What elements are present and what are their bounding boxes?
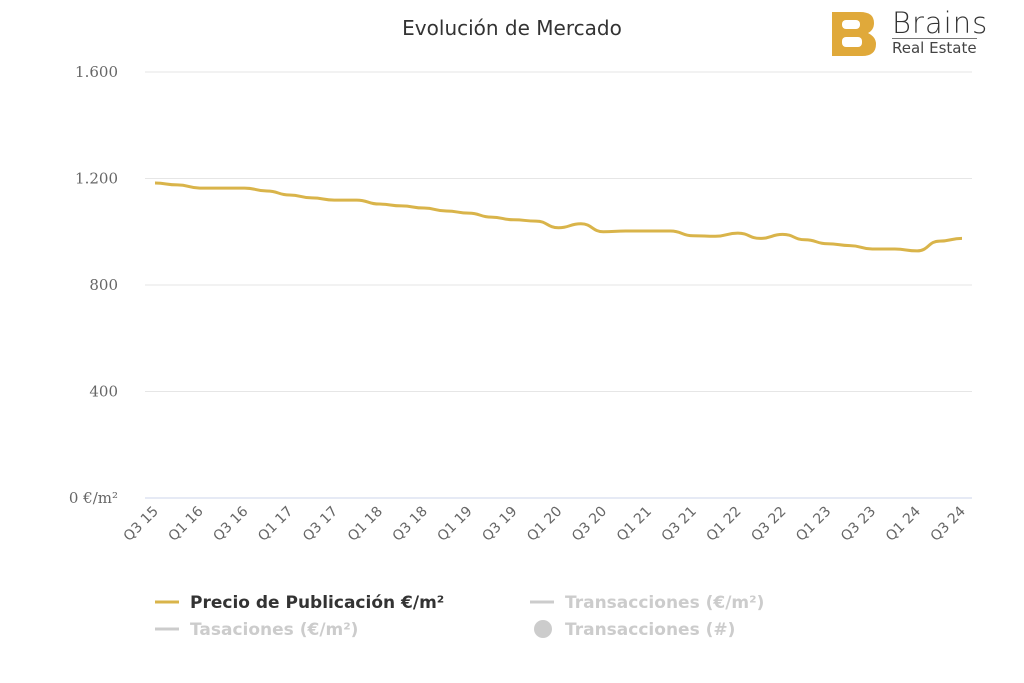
logo-b-icon <box>832 12 876 56</box>
x-tick-label: Q3 17 <box>300 504 341 545</box>
x-tick-label: Q3 16 <box>210 503 251 544</box>
data-point <box>956 232 968 244</box>
data-point <box>239 182 251 194</box>
data-point <box>508 214 520 226</box>
x-tick-label: Q3 24 <box>928 503 969 544</box>
data-point <box>149 177 161 189</box>
data-point <box>575 218 587 230</box>
data-point <box>687 230 699 242</box>
x-tick-label: Q1 23 <box>793 504 834 545</box>
data-point <box>194 182 206 194</box>
data-point <box>866 243 878 255</box>
legend-label: Tasaciones (€/m²) <box>190 620 358 640</box>
data-point <box>485 211 497 223</box>
legend-label: Precio de Publicación €/m² <box>190 593 444 613</box>
x-tick-label: Q1 21 <box>614 504 655 545</box>
x-tick-label: Q1 16 <box>166 503 207 544</box>
data-point <box>597 226 609 238</box>
data-point <box>822 238 834 250</box>
legend-item[interactable]: Precio de Publicación €/m² <box>155 593 444 613</box>
data-point <box>889 243 901 255</box>
brains-logo: Brains Real Estate <box>830 6 1015 57</box>
chart-title: Evolución de Mercado <box>402 16 622 40</box>
data-point <box>306 192 318 204</box>
legend-label: Transacciones (#) <box>565 620 735 640</box>
data-point <box>463 207 475 219</box>
data-point <box>732 227 744 239</box>
x-tick-label: Q3 22 <box>748 504 789 545</box>
data-point <box>642 225 654 237</box>
data-point <box>665 225 677 237</box>
x-tick-label: Q3 15 <box>121 504 162 545</box>
data-point <box>934 235 946 247</box>
logo-brand-subtitle: Real Estate <box>892 38 977 57</box>
y-tick-label: 1.200 <box>75 170 118 188</box>
legend-item[interactable]: Transacciones (€/m²) <box>530 593 764 613</box>
y-tick-label: 0 €/m² <box>69 489 118 507</box>
x-tick-label: Q1 20 <box>524 504 565 545</box>
x-tick-label: Q1 18 <box>345 504 386 545</box>
legend-label: Transacciones (€/m²) <box>565 593 764 613</box>
data-point <box>777 228 789 240</box>
data-point <box>351 194 363 206</box>
x-tick-label: Q1 24 <box>883 503 924 544</box>
legend-circle-icon <box>534 620 552 638</box>
y-tick-label: 400 <box>89 383 118 401</box>
data-point <box>216 182 228 194</box>
data-point <box>261 185 273 197</box>
data-point <box>530 215 542 227</box>
x-tick-label: Q1 19 <box>435 504 476 545</box>
y-tick-label: 800 <box>89 276 118 294</box>
data-point <box>440 205 452 217</box>
x-tick-label: Q3 23 <box>838 504 879 545</box>
x-tick-label: Q1 22 <box>704 504 745 545</box>
data-point <box>754 232 766 244</box>
data-point <box>911 245 923 257</box>
data-point <box>284 189 296 201</box>
data-point <box>553 222 565 234</box>
data-point <box>171 179 183 191</box>
data-point <box>620 225 632 237</box>
x-tick-label: Q3 20 <box>569 504 610 545</box>
data-point <box>373 198 385 210</box>
x-tick-label: Q1 17 <box>255 504 296 545</box>
x-tick-label: Q3 18 <box>390 504 431 545</box>
y-tick-label: 1.600 <box>75 63 118 81</box>
series-line-precio <box>154 181 963 253</box>
data-point <box>709 230 721 242</box>
data-point <box>418 202 430 214</box>
legend-item[interactable]: Transacciones (#) <box>534 620 735 640</box>
x-tick-label: Q3 19 <box>479 504 520 545</box>
data-point <box>396 200 408 212</box>
logo-brand-name: Brains <box>892 6 989 40</box>
legend-item[interactable]: Tasaciones (€/m²) <box>155 620 358 640</box>
data-point <box>844 240 856 252</box>
data-point <box>328 194 340 206</box>
x-tick-label: Q3 21 <box>659 504 700 545</box>
data-point <box>799 234 811 246</box>
